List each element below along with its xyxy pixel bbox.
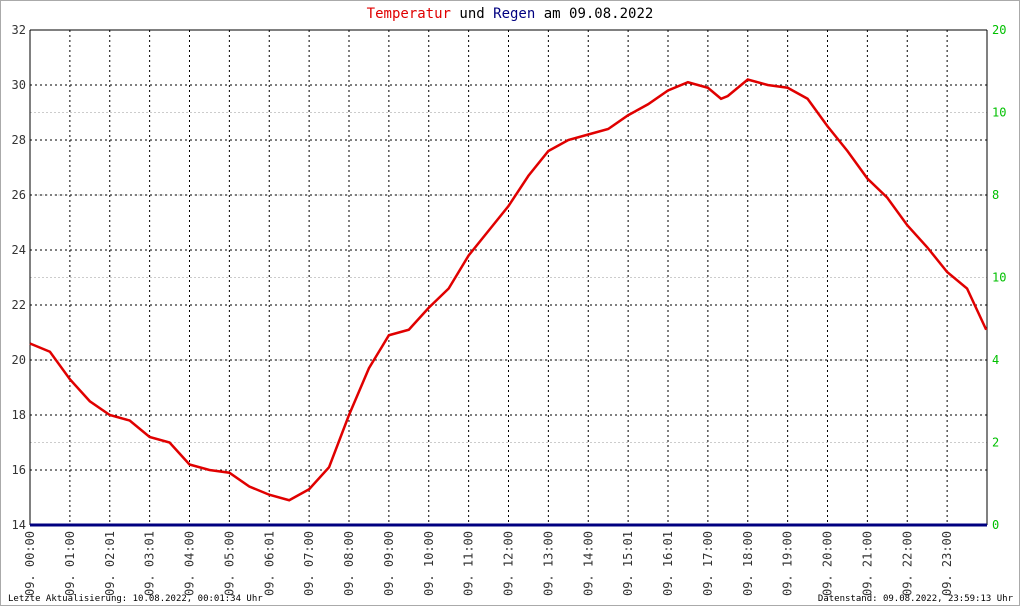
x-tick-label: 09. 23:00 [940,531,954,596]
x-tick-label: 09. 03:01 [143,531,157,596]
x-tick-label: 09. 00:00 [23,531,37,596]
y-tick-label: 32 [12,23,26,37]
x-tick-label: 09. 14:00 [581,531,595,596]
x-tick-label: 09. 15:01 [621,531,635,596]
footer-right: Datenstand: 09.08.2022, 23:59:13 Uhr [818,594,1014,604]
x-tick-label: 09. 06:01 [262,531,276,596]
x-tick-label: 09. 01:00 [63,531,77,596]
y-tick-label: 20 [12,353,26,367]
y2-tick-label: 2 [992,436,999,450]
x-tick-label: 09. 04:00 [183,531,197,596]
x-tick-label: 09. 13:00 [541,531,555,596]
y-tick-label: 26 [12,188,26,202]
chart-title: Temperatur und Regen am 09.08.2022 [367,6,654,22]
y-tick-label: 24 [12,243,26,257]
x-tick-label: 09. 02:01 [103,531,117,596]
y2-tick-label: 0 [992,518,999,532]
x-tick-label: 09. 19:00 [781,531,795,596]
title-part: Regen [493,6,535,22]
x-tick-label: 09. 18:00 [741,531,755,596]
y-tick-label: 28 [12,133,26,147]
x-tick-label: 09. 08:00 [342,531,356,596]
y2-tick-label: 10 [992,106,1006,120]
x-tick-label: 09. 20:00 [821,531,835,596]
title-part: am 09.08.2022 [544,6,654,22]
title-part: und [459,6,484,22]
x-tick-label: 09. 17:00 [701,531,715,596]
footer-left: Letzte Aktualisierung: 10.08.2022, 00:01… [8,594,263,604]
x-tick-label: 09. 10:00 [422,531,436,596]
y-tick-label: 22 [12,298,26,312]
x-tick-label: 09. 07:00 [302,531,316,596]
x-tick-label: 09. 12:00 [502,531,516,596]
y2-tick-label: 20 [992,23,1006,37]
y-tick-label: 14 [12,518,26,532]
y-tick-label: 30 [12,78,26,92]
y2-tick-label: 10 [992,271,1006,285]
x-tick-label: 09. 05:00 [222,531,236,596]
y-tick-label: 18 [12,408,26,422]
x-tick-label: 09. 22:00 [900,531,914,596]
line-series [29,78,988,502]
y2-tick-label: 4 [992,353,999,367]
x-tick-label: 09. 09:00 [382,531,396,596]
y-tick-label: 16 [12,463,26,477]
x-tick-label: 09. 11:00 [462,531,476,596]
x-tick-label: 09. 21:00 [860,531,874,596]
x-tick-label: 09. 16:01 [661,531,675,596]
title-part: Temperatur [367,6,451,22]
y2-tick-label: 8 [992,188,999,202]
